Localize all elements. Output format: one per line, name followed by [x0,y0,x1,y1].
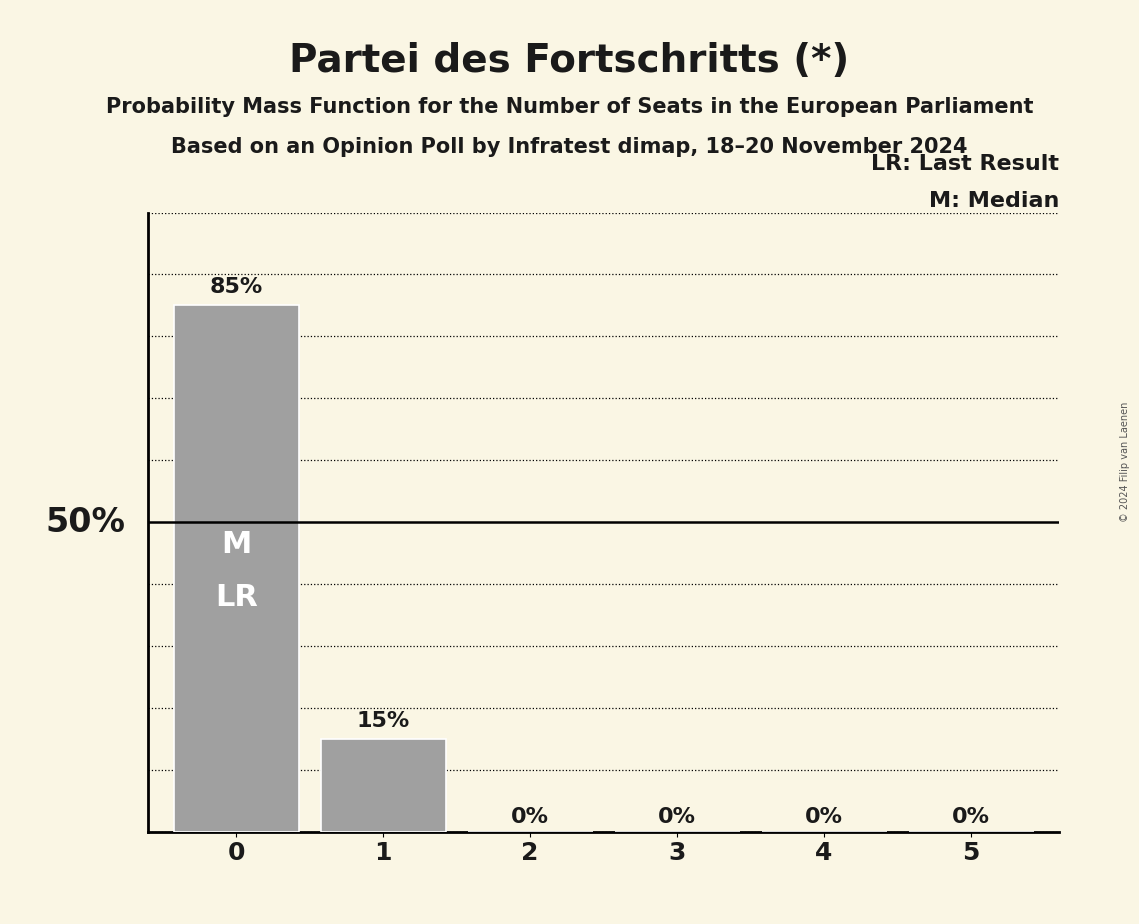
Text: LR: LR [215,583,257,612]
Text: Probability Mass Function for the Number of Seats in the European Parliament: Probability Mass Function for the Number… [106,97,1033,117]
Text: 15%: 15% [357,711,410,731]
Text: 0%: 0% [805,807,843,827]
Text: 0%: 0% [952,807,990,827]
Text: © 2024 Filip van Laenen: © 2024 Filip van Laenen [1121,402,1130,522]
Text: 0%: 0% [658,807,696,827]
Text: 0%: 0% [511,807,549,827]
Text: Based on an Opinion Poll by Infratest dimap, 18–20 November 2024: Based on an Opinion Poll by Infratest di… [171,137,968,157]
Text: M: M [221,530,252,559]
Text: Partei des Fortschritts (*): Partei des Fortschritts (*) [289,42,850,79]
Text: M: Median: M: Median [929,191,1059,211]
Text: 85%: 85% [210,277,263,298]
Text: LR: Last Result: LR: Last Result [871,153,1059,174]
Text: 50%: 50% [46,505,125,539]
Bar [174,305,298,832]
Bar [321,739,445,832]
